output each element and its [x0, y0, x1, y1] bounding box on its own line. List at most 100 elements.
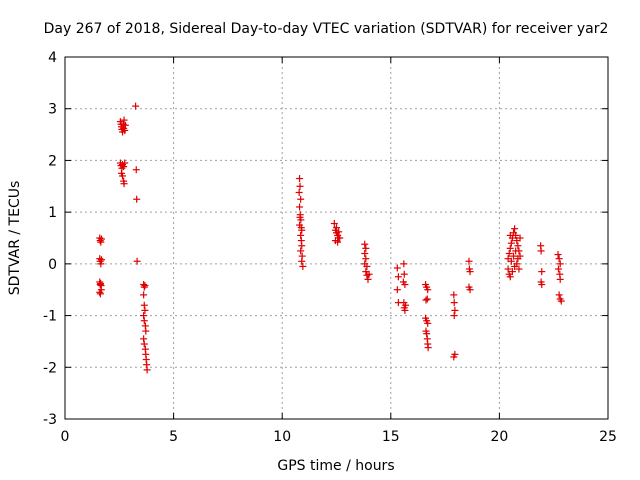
- data-point: [394, 273, 402, 281]
- data-point: [296, 175, 304, 183]
- data-point: [363, 262, 371, 270]
- data-point: [121, 126, 129, 134]
- x-tick-label: 25: [599, 429, 617, 445]
- data-point: [296, 203, 304, 211]
- data-point: [140, 301, 148, 309]
- data-point: [97, 238, 105, 246]
- data-point: [121, 121, 129, 129]
- data-point: [364, 275, 372, 283]
- x-tick-label: 5: [169, 429, 178, 445]
- y-tick-label: 1: [48, 205, 57, 221]
- data-point: [295, 188, 303, 196]
- data-point: [422, 296, 430, 304]
- data-point: [424, 286, 432, 294]
- y-tick-label: 3: [48, 102, 57, 118]
- data-point: [299, 262, 307, 270]
- data-point: [508, 268, 516, 276]
- data-point: [465, 257, 473, 265]
- data-point: [401, 281, 409, 289]
- data-point: [132, 102, 140, 110]
- data-point: [556, 275, 564, 283]
- y-axis-label: SDTVAR / TECUs: [7, 181, 23, 296]
- data-point: [297, 224, 305, 232]
- data-point: [296, 182, 304, 190]
- data-point: [450, 291, 458, 299]
- data-point: [132, 166, 140, 174]
- plot-frame: [64, 56, 609, 420]
- data-point: [555, 291, 563, 299]
- y-tick-label: 4: [48, 50, 57, 66]
- data-point: [505, 250, 513, 258]
- data-point: [512, 247, 520, 255]
- y-tick-label: -1: [43, 309, 57, 325]
- data-point: [97, 286, 105, 294]
- data-point: [296, 213, 304, 221]
- data-point: [297, 195, 305, 203]
- data-point: [120, 116, 128, 124]
- data-point: [504, 265, 512, 273]
- data-point: [514, 242, 522, 250]
- data-point: [120, 180, 128, 188]
- data-point: [336, 234, 344, 242]
- data-point: [119, 172, 127, 180]
- data-point: [97, 256, 105, 264]
- y-tick-label: -3: [43, 412, 57, 428]
- data-point: [393, 264, 401, 272]
- data-point: [140, 335, 148, 343]
- x-tick-label: 15: [382, 429, 400, 445]
- data-point: [514, 255, 522, 263]
- data-point: [141, 282, 149, 290]
- data-point: [393, 286, 401, 294]
- data-point: [140, 317, 148, 325]
- data-point: [361, 240, 369, 248]
- data-point: [424, 319, 432, 327]
- data-point: [424, 344, 432, 352]
- data-point: [400, 260, 408, 268]
- data-point: [554, 251, 562, 259]
- data-point: [423, 295, 431, 303]
- grid-lines: [65, 57, 608, 419]
- data-point: [506, 273, 514, 281]
- data-point: [506, 244, 514, 252]
- data-point: [506, 231, 514, 239]
- data-point: [334, 238, 342, 246]
- data-point: [511, 225, 519, 233]
- data-point: [450, 312, 458, 320]
- data-point: [556, 260, 564, 268]
- data-point: [365, 270, 373, 278]
- data-point: [96, 237, 104, 245]
- data-point: [333, 224, 340, 232]
- data-point: [516, 234, 524, 242]
- data-point: [466, 286, 474, 294]
- data-point: [335, 228, 343, 236]
- data-point: [450, 299, 458, 307]
- data-point: [330, 220, 338, 228]
- data-point: [140, 312, 148, 320]
- data-point: [402, 301, 410, 309]
- x-tick-label: 20: [490, 429, 508, 445]
- data-point: [96, 290, 104, 298]
- data-point: [537, 247, 545, 255]
- y-axis-ticks: -3 -2 -1 0 1 2 3 4: [43, 50, 608, 428]
- data-point: [97, 235, 105, 243]
- data-points: [96, 102, 565, 374]
- data-point: [362, 255, 370, 263]
- y-tick-label: 0: [48, 257, 57, 273]
- x-axis-ticks: 0 5 10 15 20 25: [61, 57, 617, 445]
- data-point: [142, 327, 150, 335]
- chart-title: Day 267 of 2018, Sidereal Day-to-day VTE…: [44, 21, 609, 37]
- data-point: [513, 260, 521, 268]
- data-point: [143, 366, 151, 374]
- data-point: [361, 250, 369, 258]
- data-point: [466, 268, 474, 276]
- data-point: [133, 257, 141, 265]
- data-point: [401, 306, 409, 314]
- data-point: [557, 297, 565, 305]
- data-point: [140, 340, 148, 348]
- data-point: [507, 239, 515, 247]
- data-point: [140, 291, 148, 299]
- data-point: [515, 265, 523, 273]
- data-point: [362, 244, 370, 252]
- data-point: [423, 330, 431, 338]
